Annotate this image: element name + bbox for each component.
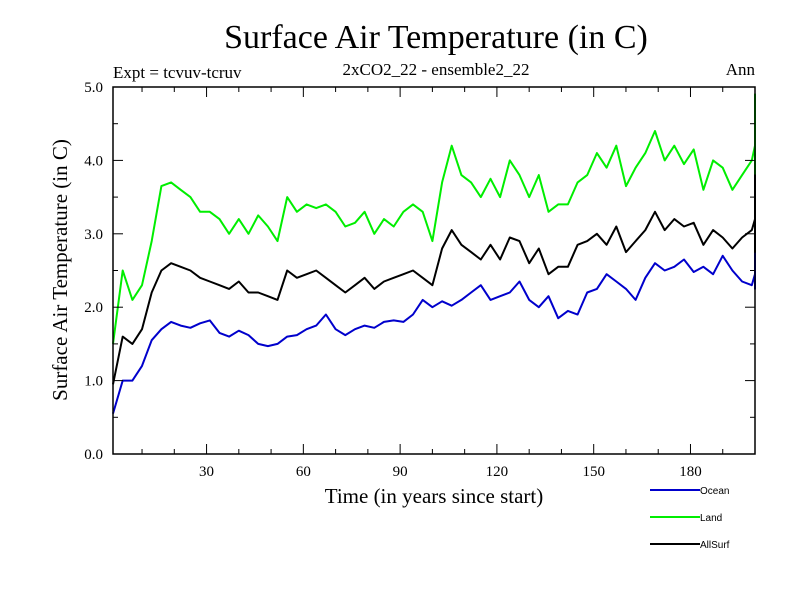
legend-label-land: Land — [700, 513, 722, 524]
x-tick-label: 120 — [486, 464, 509, 480]
series-line-ocean — [112, 240, 756, 414]
x-tick-label: 180 — [679, 464, 702, 480]
y-tick-label: 0.0 — [84, 447, 103, 463]
plot-area: 30 60 90 120 150 180 0.0 1.0 2.0 3.0 4.0 5.0 — [84, 80, 756, 480]
y-tick-label: 2.0 — [84, 300, 103, 316]
y-axis-label: Surface Air Temperature (in C) — [48, 139, 72, 401]
season-label: Ann — [726, 60, 756, 79]
y-tick-label: 3.0 — [84, 227, 103, 243]
x-axis-label: Time (in years since start) — [325, 484, 544, 508]
series-line-allsurf — [112, 174, 756, 385]
experiment-label: Expt = tcvuv-tcruv — [113, 63, 242, 82]
y-tick-label: 1.0 — [84, 374, 103, 390]
tick-layer: 30 60 90 120 150 180 0.0 1.0 2.0 3.0 4.0 5.0 — [84, 80, 755, 480]
y-tick-label: 5.0 — [84, 80, 103, 96]
legend-label-ocean: Ocean — [700, 486, 729, 497]
legend-label-allsurf: AllSurf — [700, 540, 730, 551]
chart-title: Surface Air Temperature (in C) — [224, 19, 648, 56]
x-tick-label: 60 — [296, 464, 311, 480]
x-tick-label: 30 — [199, 464, 214, 480]
y-tick-label: 4.0 — [84, 153, 103, 169]
chart-subtitle: 2xCO2_22 - ensemble2_22 — [343, 60, 530, 79]
x-tick-label: 150 — [582, 464, 605, 480]
series-layer — [112, 93, 756, 414]
legend: Ocean Land AllSurf — [650, 486, 730, 551]
x-tick-label: 90 — [393, 464, 408, 480]
